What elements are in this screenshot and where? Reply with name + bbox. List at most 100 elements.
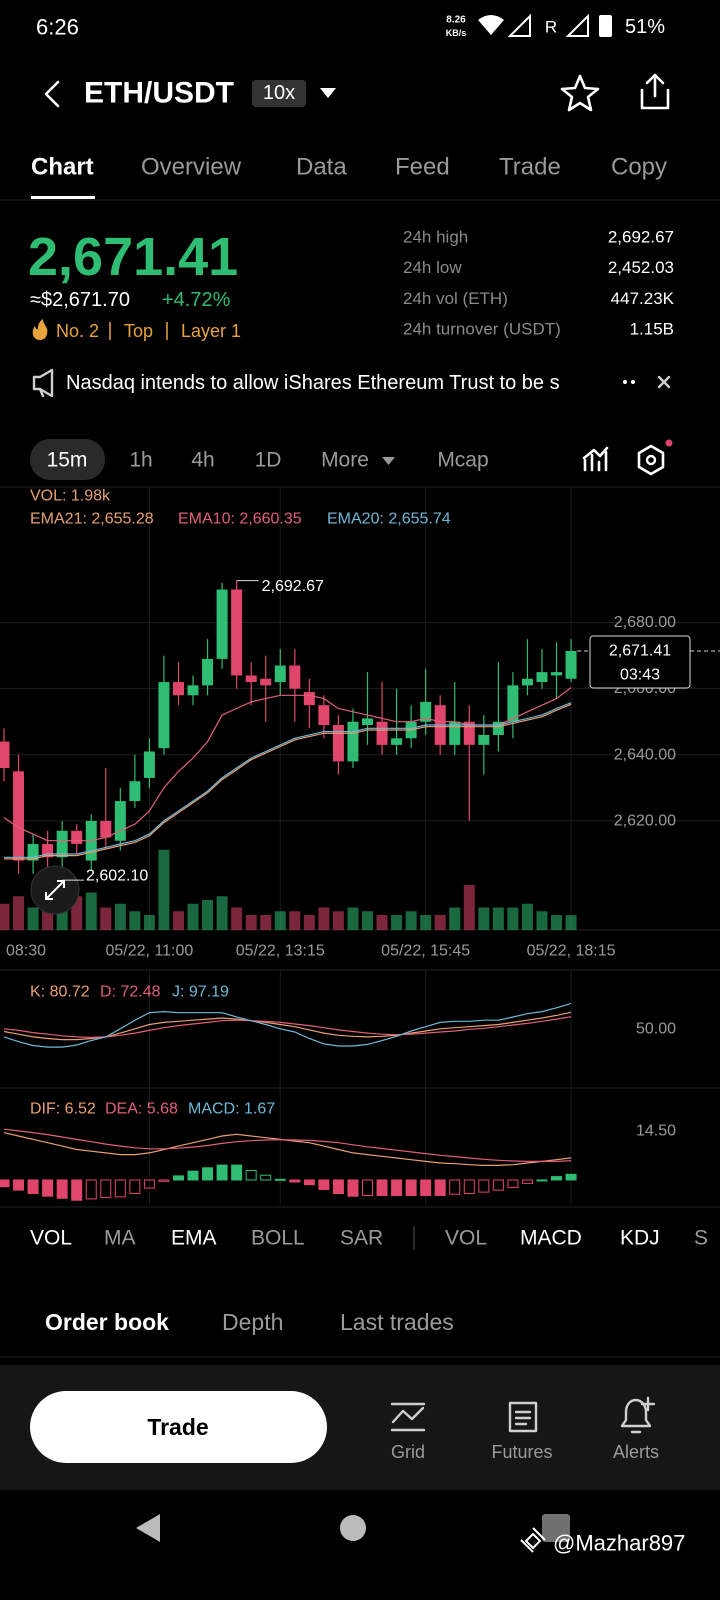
volume-bar [202,900,214,930]
nav-recent[interactable] [542,1514,570,1542]
macd-bar [114,1179,126,1198]
candle-body [71,830,83,845]
ellipsis [623,380,627,384]
y-tick-label: 14.50 [636,1122,676,1139]
book-tabs: Order book Depth Last trades [45,1309,454,1335]
candle-body [362,718,373,726]
candle-body [391,738,403,745]
notice[interactable]: Nasdaq intends to allow iShares Ethereum… [66,372,560,394]
candle-body [347,721,359,762]
book-tab[interactable]: Last trades [340,1309,454,1335]
dropdown-arrow[interactable] [320,88,336,98]
macd-bar [449,1179,461,1195]
macd-bar [231,1164,243,1181]
macd-bar [478,1179,490,1193]
share-button[interactable] [640,73,670,110]
book-tab[interactable]: Depth [222,1309,283,1335]
last-price-label: 2,671.41 [609,642,671,659]
tab[interactable]: Copy [611,154,667,181]
macd-bar [56,1179,68,1199]
close-notice[interactable] [657,375,671,389]
indicator-button[interactable] [582,446,609,472]
tab[interactable]: Trade [499,154,561,181]
macd-bar [318,1179,330,1190]
tab[interactable]: Chart [31,154,94,181]
usd-price: ≈$2,671.70 [30,289,130,311]
interval[interactable]: 1h [129,449,152,472]
battery-icon [599,15,612,37]
interval[interactable]: 1D [255,449,282,472]
macd-bar [143,1179,155,1189]
macd-bar [158,1179,170,1182]
macd-bar [303,1179,315,1186]
indicator[interactable]: S [694,1227,708,1250]
back-button[interactable] [44,80,60,108]
fire-icon [32,319,48,340]
macd-bar [521,1179,533,1184]
candle-body [521,678,533,686]
indicator[interactable]: SAR [340,1227,383,1250]
indicator-line [4,702,572,858]
candle-body [100,820,112,838]
candle-body [332,725,344,762]
action-label[interactable]: Grid [391,1442,425,1462]
leverage-badge[interactable] [252,80,306,107]
indicator[interactable]: BOLL [251,1227,305,1250]
indicator[interactable]: KDJ [620,1227,660,1250]
stat-value: 2,692.67 [608,228,674,247]
trade-button[interactable] [30,1391,327,1463]
indicator[interactable]: MA [104,1227,136,1250]
macd-bar [274,1178,286,1181]
max-label: 2,692.67 [262,578,324,595]
tab[interactable]: Feed [395,154,450,181]
volume-bar [100,907,112,930]
candle-body [245,675,257,683]
macd-bar [0,1179,10,1188]
favorite-button[interactable] [560,74,600,112]
candle-body [0,741,10,769]
volume-bar [158,849,170,930]
interval[interactable]: 4h [191,449,214,472]
volume-bar [521,903,533,930]
settings-button[interactable] [637,444,665,476]
stat-value: 447.23K [611,289,675,308]
tab[interactable]: Data [296,154,347,181]
candle-body [303,691,315,706]
macd-bar [71,1179,83,1201]
volume-bar [71,896,83,930]
interval[interactable]: Mcap [437,449,488,472]
tab[interactable]: Overview [141,154,242,181]
macd-bar [27,1179,39,1194]
action-label[interactable]: Alerts [613,1442,659,1462]
indicator[interactable]: VOL [445,1227,487,1250]
y-tick-label: 2,640.00 [614,746,676,763]
volume-bar [434,915,446,930]
alerts-icon[interactable] [620,1396,656,1434]
indicator[interactable]: MACD [520,1227,582,1250]
candle-body [172,682,184,696]
book-tab[interactable]: Order book [45,1309,169,1335]
volume-bar [56,900,68,930]
macd-bar [42,1179,54,1197]
nav-home[interactable] [340,1515,366,1541]
indicator[interactable]: VOL [30,1227,72,1250]
candle-body [143,751,155,778]
candle-body [536,672,548,683]
volume-bar [245,915,257,930]
macd-bar [434,1179,446,1197]
indicator[interactable]: EMA [171,1227,217,1250]
x-tick-label: 05/22, 11:00 [106,943,194,960]
action-label[interactable]: Futures [491,1442,552,1462]
legend-entry: MACD: 1.67 [188,1101,275,1118]
volume-bar [114,903,126,930]
futures-icon[interactable] [508,1401,538,1433]
legend-entry: EMA10: 2,660.35 [178,511,302,528]
grid-icon[interactable] [390,1402,426,1432]
interval[interactable]: More [321,449,369,472]
macd-bar [13,1179,25,1191]
nav-back[interactable] [136,1514,160,1542]
macd-bar [376,1179,388,1197]
net-unit: KB/s [446,28,467,38]
interval[interactable]: 15m [47,449,88,472]
candle-body [376,721,388,745]
